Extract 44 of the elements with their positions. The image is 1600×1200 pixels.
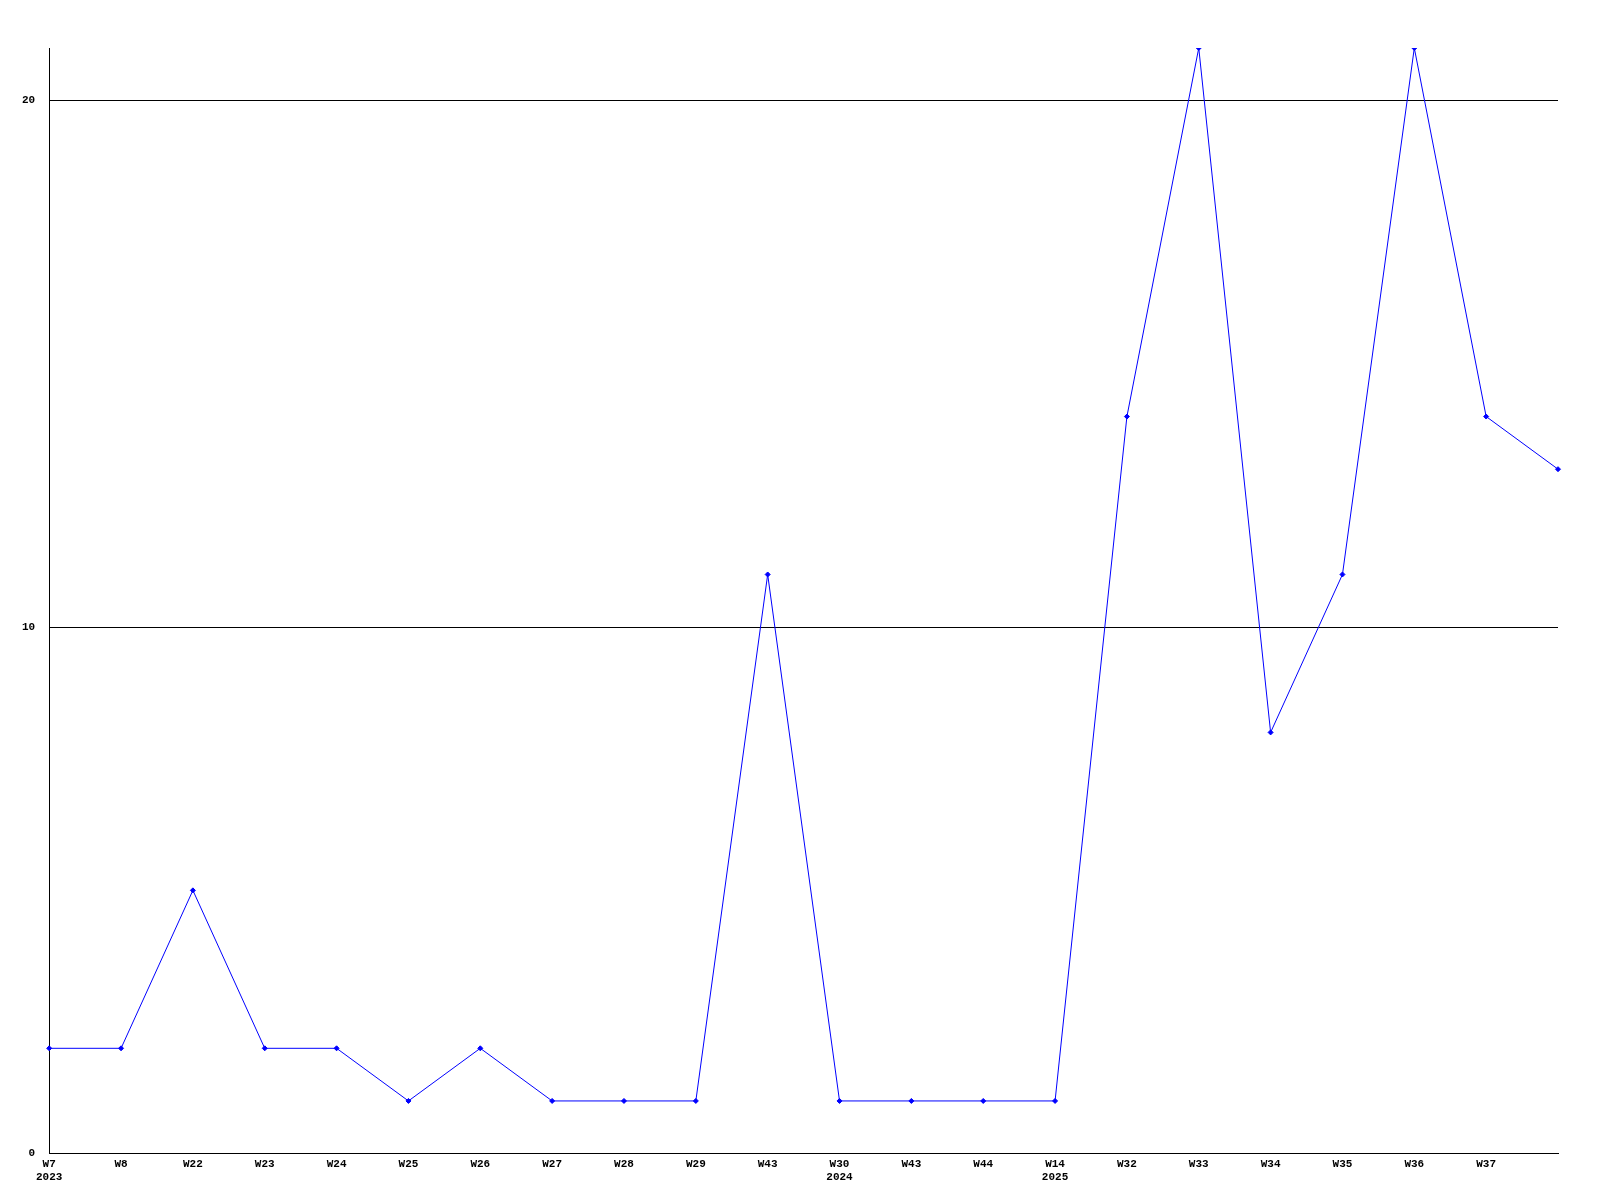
point bbox=[980, 1097, 987, 1104]
point bbox=[46, 1045, 53, 1052]
x-tick-label: W44 bbox=[973, 1157, 994, 1170]
y-tick-label: 20 bbox=[22, 94, 36, 107]
x-tick-label: W26 bbox=[470, 1157, 491, 1170]
x-tick-label: W27 bbox=[542, 1157, 563, 1170]
point bbox=[261, 1045, 268, 1052]
x-tick-label: W35 bbox=[1332, 1157, 1353, 1170]
point bbox=[1052, 1097, 1059, 1104]
x-tick-label: W24 bbox=[326, 1157, 347, 1170]
y-tick-label: 10 bbox=[22, 620, 36, 633]
point bbox=[477, 1045, 484, 1052]
x-tick-label: W36 bbox=[1404, 1157, 1425, 1170]
point bbox=[1339, 571, 1346, 578]
point bbox=[549, 1097, 556, 1104]
x-tick-label: W28 bbox=[614, 1157, 635, 1170]
point bbox=[1267, 729, 1274, 736]
y-tick-label: 0 bbox=[28, 1147, 36, 1160]
point bbox=[1555, 466, 1561, 473]
x-tick-label: W8 bbox=[114, 1157, 129, 1170]
x-tick-label: W34 bbox=[1260, 1157, 1281, 1170]
point bbox=[1123, 413, 1130, 420]
point bbox=[118, 1045, 125, 1052]
point bbox=[620, 1097, 627, 1104]
x-tick-label: W7 2023 bbox=[36, 1157, 63, 1184]
point bbox=[836, 1097, 843, 1104]
point bbox=[692, 1097, 699, 1104]
x-tick-label: W29 bbox=[685, 1157, 706, 1170]
x-tick-label: W22 bbox=[182, 1157, 203, 1170]
x-tick-label: W43 bbox=[757, 1157, 778, 1170]
point bbox=[405, 1097, 412, 1104]
x-tick-label: W32 bbox=[1117, 1157, 1137, 1170]
x-tick-label: W23 bbox=[254, 1157, 276, 1170]
x-tick-label: W33 bbox=[1188, 1157, 1210, 1170]
x-tick-label: W14 2025 bbox=[1041, 1157, 1069, 1184]
point bbox=[333, 1045, 340, 1052]
point bbox=[189, 887, 196, 894]
x-tick-label: W25 bbox=[398, 1157, 419, 1170]
x-tick-label: W30 2024 bbox=[826, 1157, 854, 1184]
point bbox=[1483, 413, 1490, 420]
point bbox=[764, 571, 771, 578]
point bbox=[908, 1097, 915, 1104]
x-tick-label: W37 bbox=[1476, 1157, 1497, 1170]
x-tick-label: W43 bbox=[901, 1157, 922, 1170]
